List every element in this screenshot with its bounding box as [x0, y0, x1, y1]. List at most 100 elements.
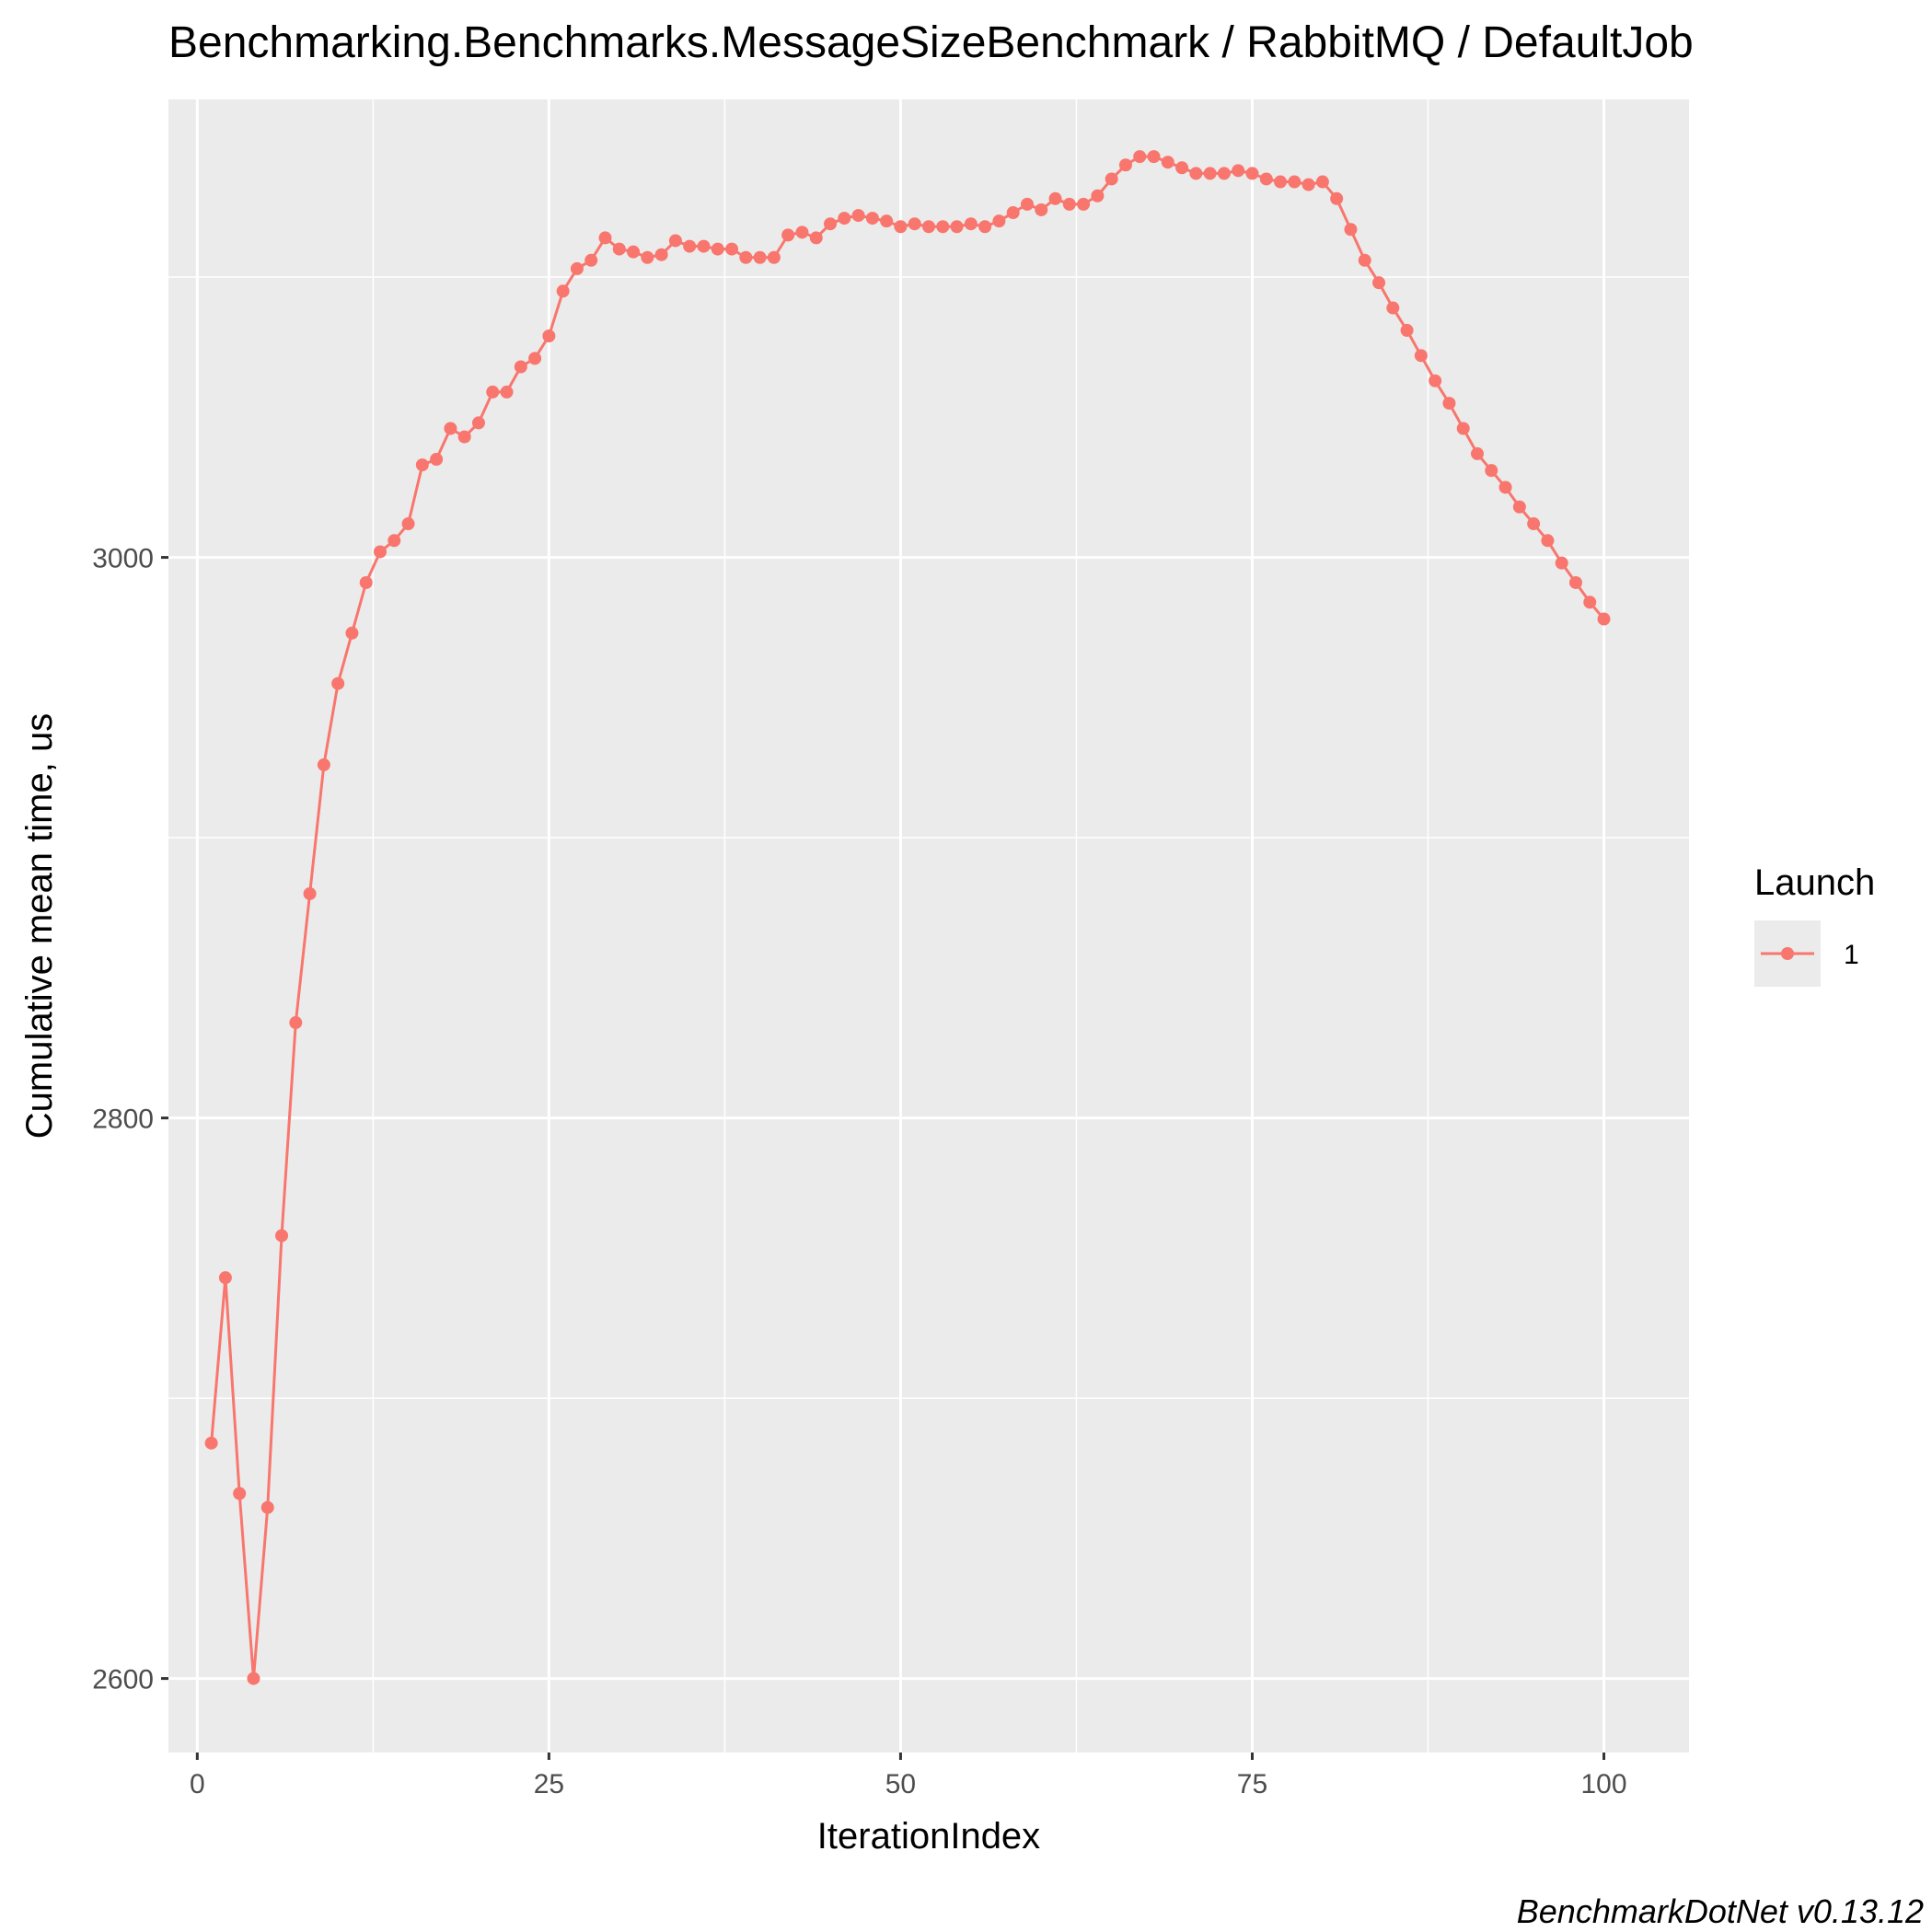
data-point	[725, 242, 739, 256]
data-point	[388, 534, 401, 548]
legend: Launch 1	[1754, 862, 1875, 987]
data-point	[331, 677, 345, 690]
data-point	[1358, 253, 1371, 267]
data-point	[880, 214, 894, 228]
data-point	[471, 416, 485, 430]
data-point	[697, 239, 711, 253]
data-point	[1062, 197, 1076, 211]
data-point	[1372, 276, 1386, 290]
data-point	[795, 226, 809, 239]
data-point	[1541, 534, 1555, 548]
data-point	[260, 1500, 274, 1514]
data-point	[500, 385, 514, 399]
data-point	[711, 242, 724, 256]
data-point	[514, 360, 527, 374]
data-point	[1203, 167, 1217, 180]
data-point	[444, 422, 457, 435]
data-point	[584, 253, 598, 267]
data-point	[1400, 323, 1414, 337]
data-point	[1330, 191, 1344, 205]
data-point	[824, 217, 838, 231]
data-point	[908, 217, 921, 231]
data-point	[317, 758, 330, 771]
data-point	[781, 228, 795, 242]
data-point	[233, 1487, 247, 1500]
data-point	[1456, 422, 1470, 435]
data-point	[457, 430, 471, 444]
data-point	[612, 242, 626, 256]
data-point	[1133, 150, 1147, 164]
data-point	[1288, 175, 1301, 189]
x-tick-label: 25	[534, 1769, 564, 1799]
data-point	[528, 352, 542, 365]
data-point	[359, 575, 373, 589]
data-point	[289, 1016, 303, 1030]
data-point	[1498, 480, 1512, 494]
data-point	[865, 212, 879, 226]
series-layer	[204, 150, 1611, 1685]
data-point	[1077, 197, 1091, 211]
data-point	[542, 330, 556, 343]
data-point	[936, 220, 950, 234]
data-point	[683, 239, 697, 253]
data-point	[218, 1271, 232, 1285]
caption: BenchmarkDotNet v0.13.12	[1517, 1892, 1924, 1930]
legend-key-point	[1781, 947, 1794, 960]
data-point	[570, 261, 584, 275]
data-point	[486, 385, 500, 399]
y-axis-title: Cumulative mean time, us	[19, 713, 60, 1139]
data-point	[1527, 517, 1541, 531]
minor-gridlines	[168, 99, 1689, 1753]
y-tick-label: 2600	[92, 1665, 154, 1695]
data-point	[1429, 374, 1442, 388]
data-point	[641, 250, 654, 264]
data-point	[247, 1672, 260, 1685]
data-point	[627, 245, 641, 259]
y-axis: 2600 2800 3000	[92, 544, 168, 1695]
data-point	[1315, 175, 1329, 189]
data-point	[1105, 172, 1118, 186]
data-point	[401, 517, 415, 531]
chart-title: Benchmarking.Benchmarks.MessageSizeBench…	[168, 18, 1694, 67]
data-point	[430, 452, 444, 466]
x-tick-label: 100	[1581, 1769, 1627, 1799]
data-point	[1048, 191, 1062, 205]
data-point	[1485, 464, 1498, 478]
data-point	[753, 250, 767, 264]
data-point	[1512, 500, 1526, 514]
x-axis-title: IterationIndex	[817, 1816, 1040, 1857]
data-point	[767, 250, 781, 264]
data-point	[1583, 596, 1597, 609]
x-tick-label: 0	[190, 1769, 205, 1799]
data-point	[922, 220, 935, 234]
data-point	[1442, 397, 1456, 411]
data-point	[950, 220, 964, 234]
data-point	[1091, 189, 1105, 202]
data-point	[1555, 556, 1568, 570]
data-point	[1161, 156, 1174, 169]
data-point	[964, 217, 978, 231]
data-point	[1245, 167, 1259, 180]
data-point	[1217, 167, 1231, 180]
data-point	[978, 220, 992, 234]
data-point	[654, 248, 668, 261]
data-point	[1006, 206, 1020, 220]
data-point	[894, 220, 908, 234]
data-point	[275, 1229, 289, 1243]
data-point	[1189, 167, 1203, 180]
y-tick-label: 2800	[92, 1105, 154, 1135]
data-point	[415, 458, 429, 472]
legend-title: Launch	[1754, 862, 1875, 903]
data-point	[1301, 178, 1315, 191]
major-gridlines	[168, 99, 1689, 1753]
data-point	[204, 1436, 218, 1450]
data-point	[1147, 150, 1161, 164]
data-point	[556, 284, 570, 298]
data-point	[1232, 164, 1245, 178]
y-tick-label: 3000	[92, 544, 154, 574]
x-tick-label: 50	[885, 1769, 916, 1799]
data-point	[809, 231, 823, 245]
data-point	[303, 886, 317, 900]
data-point	[1259, 172, 1273, 186]
